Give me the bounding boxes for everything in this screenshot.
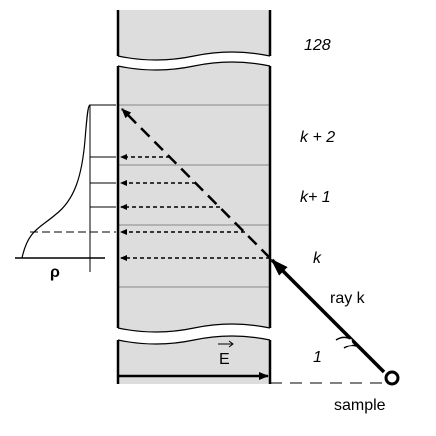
column — [116, 10, 272, 384]
label-rho: ρ — [50, 264, 60, 281]
density-profile — [15, 104, 234, 348]
label-sample: sample — [334, 397, 386, 414]
label-ray: ray k — [330, 290, 366, 307]
label-k: k — [313, 250, 322, 267]
labels: 128 k + 2 k+ 1 k ray k 1 E ρ sample — [50, 37, 386, 414]
label-128: 128 — [304, 37, 331, 54]
label-1: 1 — [313, 349, 322, 366]
rays — [118, 108, 400, 386]
label-k2: k + 2 — [300, 129, 335, 146]
label-e: E — [219, 351, 230, 368]
label-k1: k+ 1 — [300, 189, 331, 206]
